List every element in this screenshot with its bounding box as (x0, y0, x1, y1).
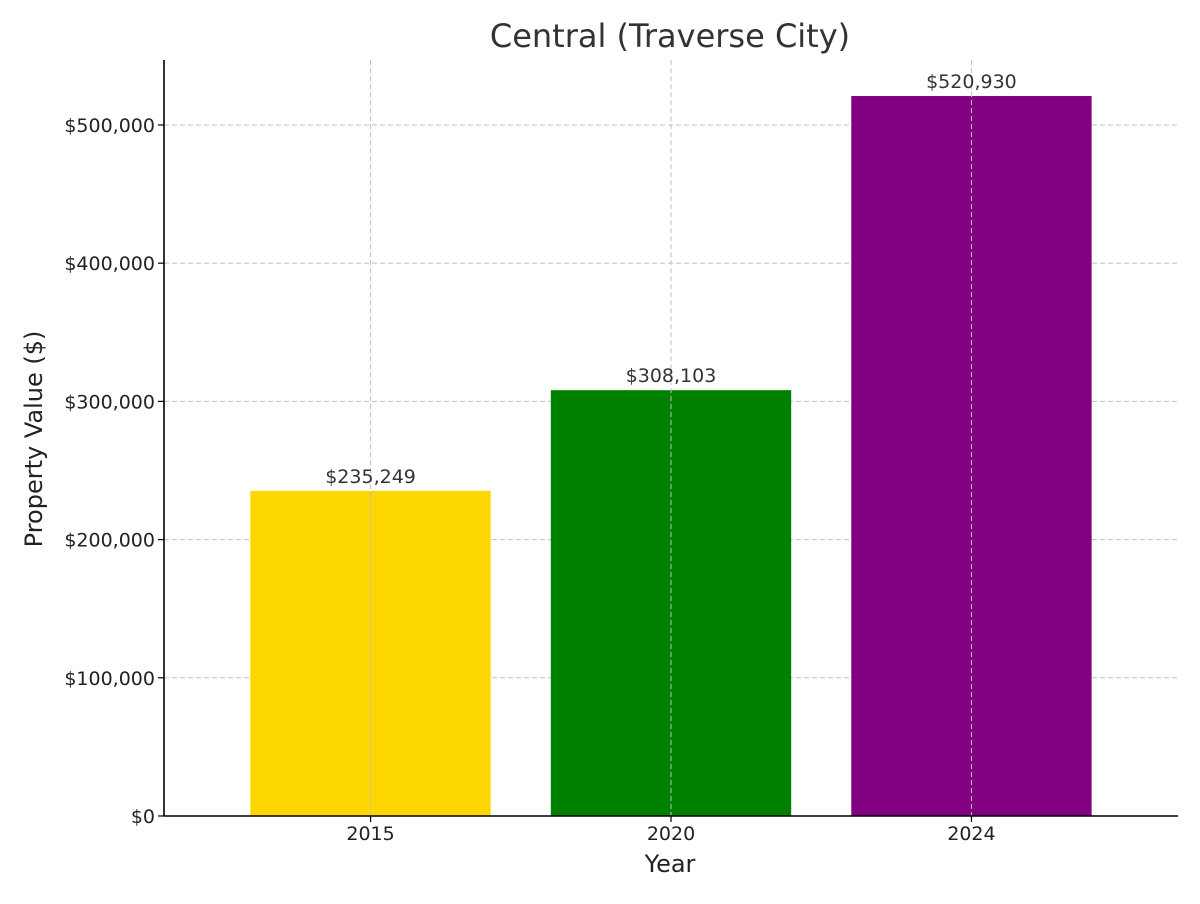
y-tick-label: $0 (131, 806, 155, 828)
y-tick-label: $300,000 (64, 391, 155, 413)
x-axis-label: Year (644, 850, 696, 878)
data-label: $308,103 (626, 365, 717, 387)
x-tick-label: 2024 (947, 823, 995, 845)
data-labels: $235,249 $308,103 $520,930 (325, 71, 1017, 488)
y-tick-label: $100,000 (64, 668, 155, 690)
y-axis-ticks: $0 $100,000 $200,000 $300,000 $400,000 $500,0… (64, 115, 164, 828)
x-axis-ticks: 2015 2020 2024 (346, 816, 996, 845)
x-tick-label: 2015 (346, 823, 394, 845)
data-label: $235,249 (325, 466, 416, 488)
y-tick-label: $500,000 (64, 115, 155, 137)
vertical-grid-lines (370, 60, 972, 816)
x-tick-label: 2020 (647, 823, 695, 845)
data-label: $520,930 (926, 71, 1017, 93)
y-tick-label: $200,000 (64, 530, 155, 552)
y-tick-label: $400,000 (64, 253, 155, 275)
chart-title: Central (Traverse City) (490, 17, 850, 55)
y-axis-label: Property Value ($) (20, 331, 48, 548)
